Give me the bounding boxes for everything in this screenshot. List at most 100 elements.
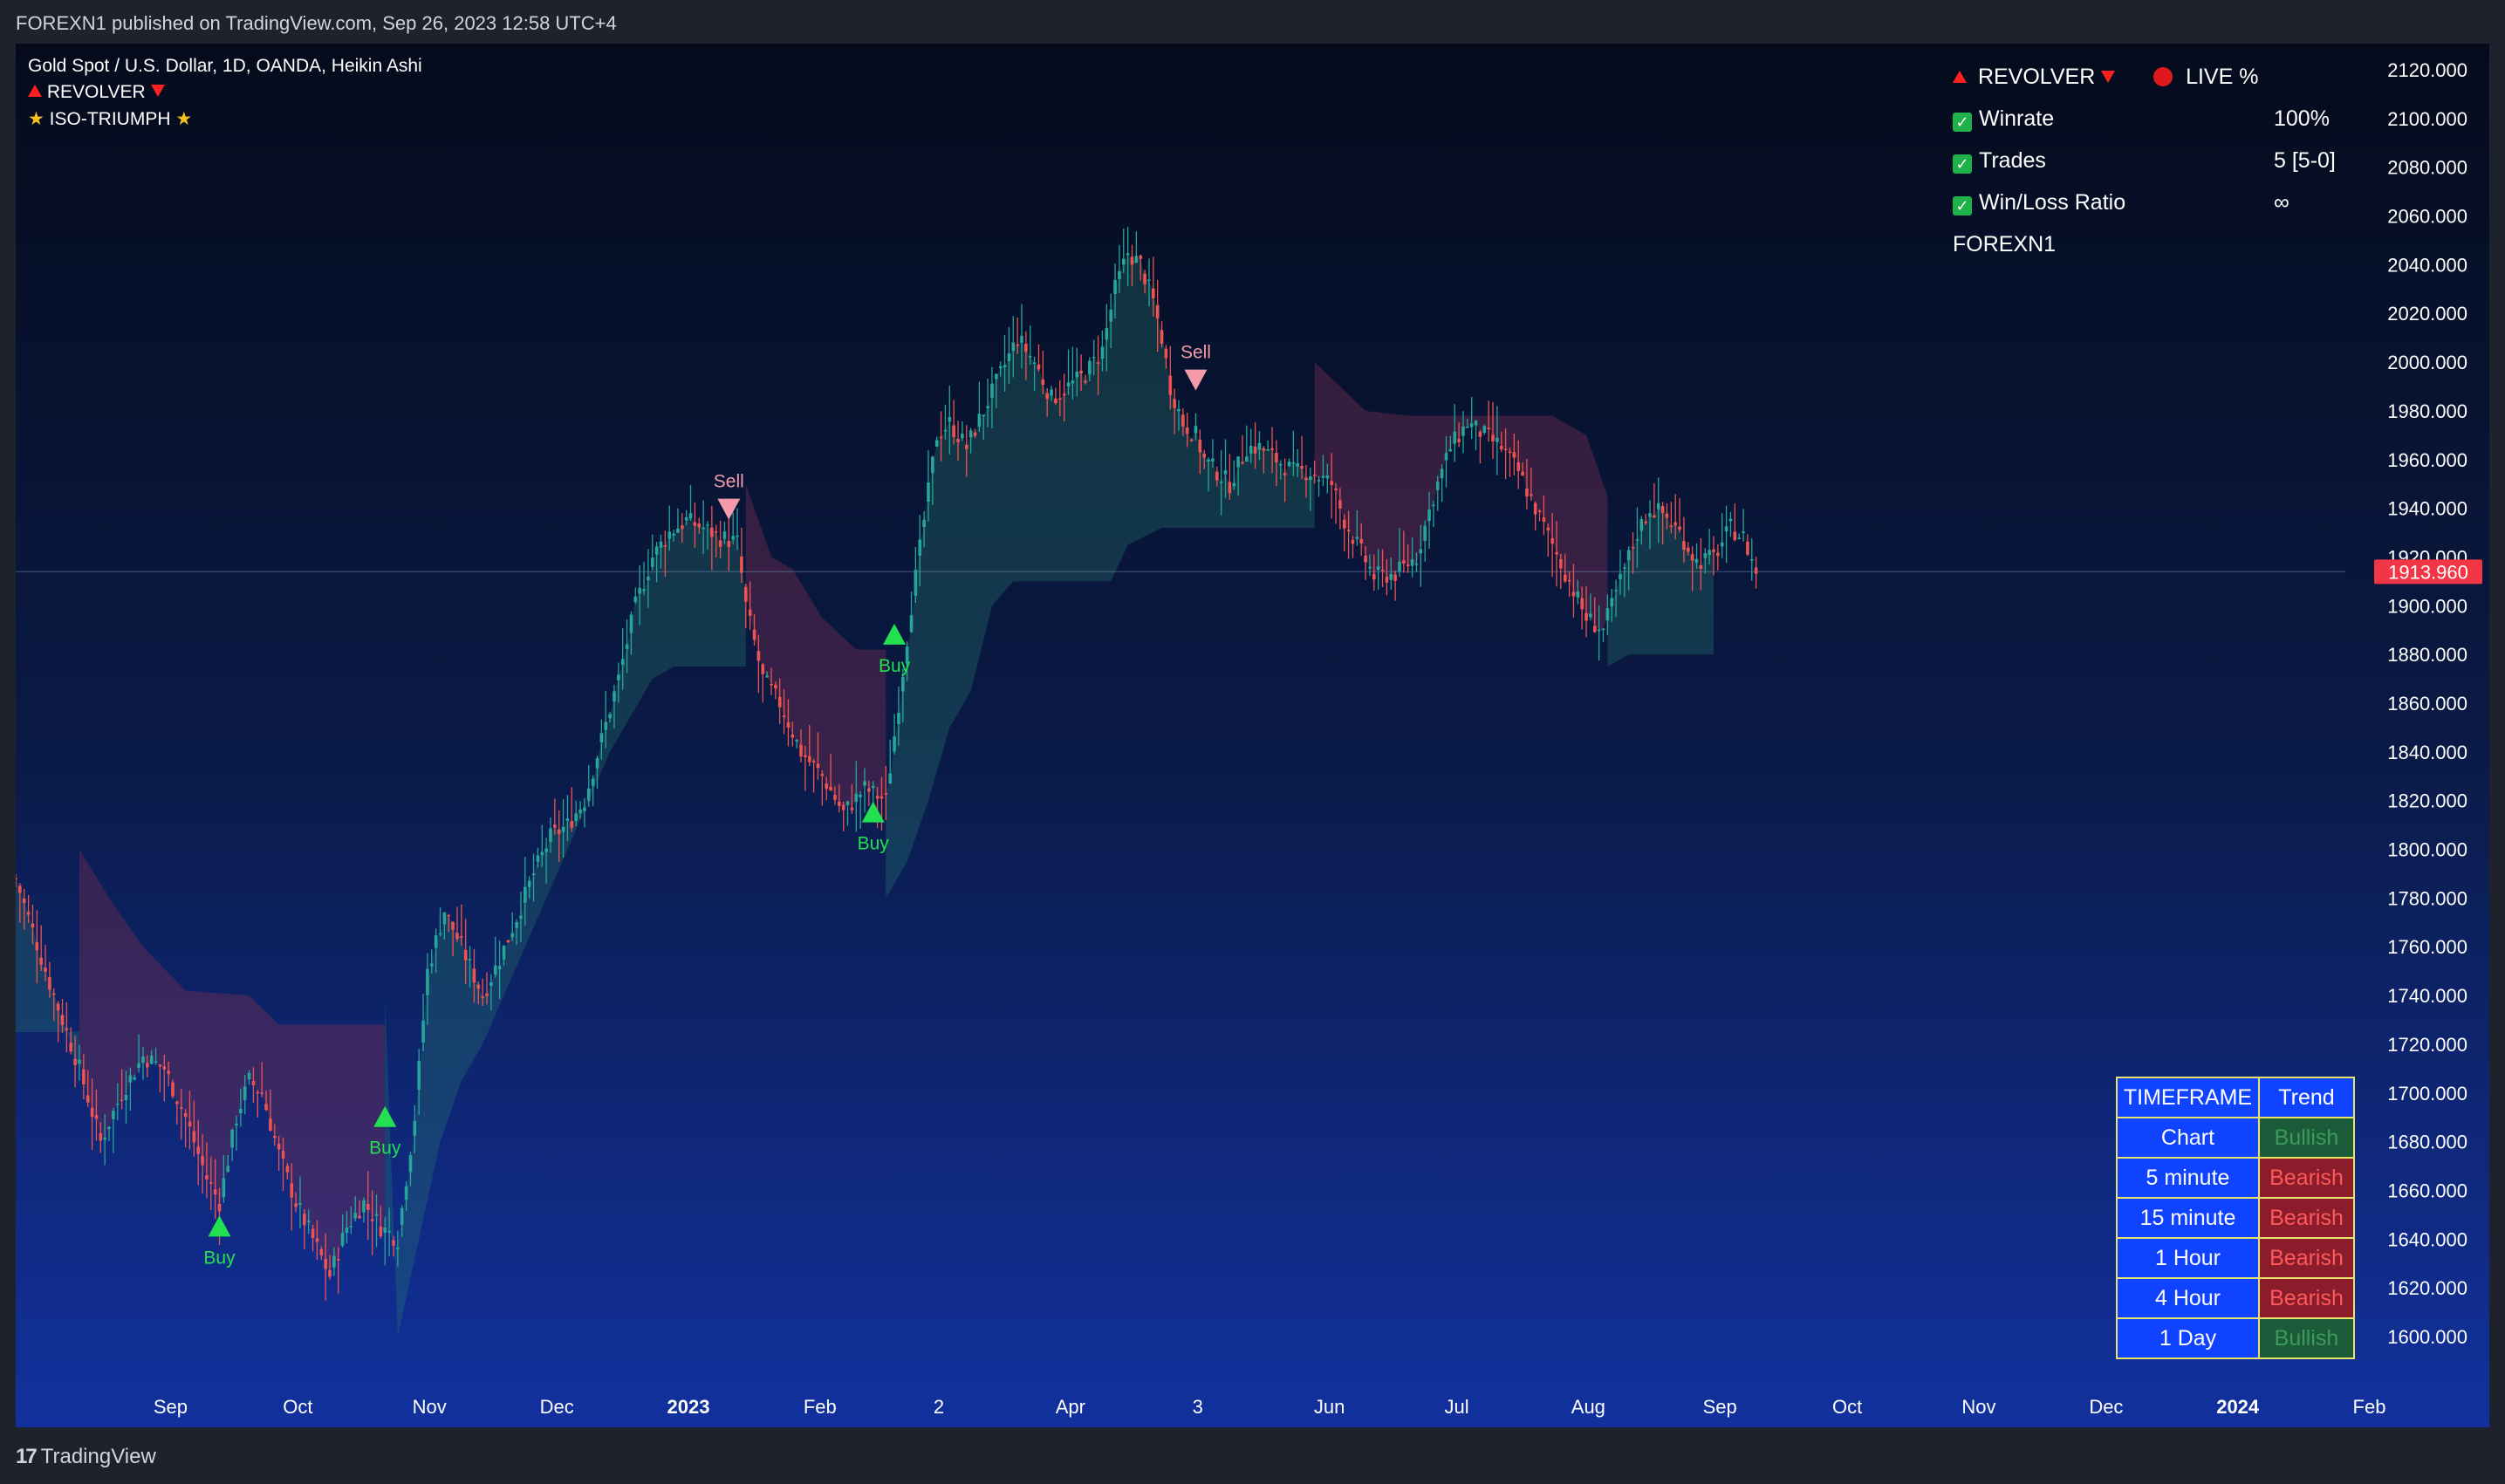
- candle: [392, 1235, 395, 1257]
- candle: [1542, 496, 1546, 536]
- candle: [995, 373, 998, 408]
- candle-body: [722, 531, 727, 539]
- candle-body: [702, 527, 705, 530]
- candle: [69, 1027, 73, 1055]
- candle: [243, 1074, 247, 1115]
- candle: [442, 912, 447, 940]
- candle-body: [213, 1189, 217, 1195]
- candle-body: [1155, 304, 1160, 319]
- candle-body: [1334, 488, 1338, 490]
- candle-body: [1262, 448, 1266, 451]
- candle-body: [476, 984, 481, 989]
- candle-body: [1232, 482, 1236, 487]
- candle-body: [226, 1166, 230, 1173]
- candle: [1211, 439, 1215, 468]
- price-tick-label: 2020.000: [2387, 303, 2467, 325]
- candle-body: [1406, 564, 1410, 567]
- candle: [1245, 425, 1249, 462]
- candle-body: [22, 898, 26, 904]
- candle: [251, 1067, 256, 1103]
- candle-body: [838, 801, 841, 806]
- stats-header: REVOLVER LIVE %: [1953, 65, 2258, 90]
- candle-body: [1644, 521, 1647, 523]
- candle: [990, 366, 994, 428]
- candle: [1555, 521, 1558, 587]
- candle-body: [524, 886, 527, 903]
- candle: [706, 521, 709, 550]
- candle: [303, 1209, 306, 1250]
- stats-value-winrate: 100%: [2274, 106, 2330, 131]
- candle-body: [617, 674, 620, 680]
- candle-body: [1177, 408, 1181, 412]
- candle-body: [1024, 343, 1028, 352]
- candle-body: [1143, 273, 1146, 284]
- candle: [1626, 546, 1631, 591]
- candle: [1601, 627, 1605, 643]
- candle-body: [1432, 504, 1435, 507]
- candle-body: [968, 430, 973, 438]
- indicator-legend-iso-triumph[interactable]: ★ ISO-TRIUMPH ★: [28, 108, 192, 130]
- candle-body: [1448, 448, 1453, 452]
- candle-body: [149, 1055, 154, 1064]
- candle-body: [451, 921, 455, 930]
- cloud-bearish: [1314, 362, 1608, 631]
- candle: [154, 1047, 158, 1065]
- candle: [235, 1115, 238, 1151]
- candle: [1592, 597, 1597, 633]
- candle-body: [1287, 462, 1291, 467]
- candle: [99, 1122, 103, 1153]
- candle: [1105, 304, 1109, 372]
- candle: [115, 1083, 120, 1121]
- candle-body: [69, 1043, 73, 1052]
- indicator-legend-revolver[interactable]: REVOLVER: [28, 82, 165, 103]
- trend-cell: Bullish: [2258, 1117, 2355, 1159]
- candle-body: [642, 589, 646, 592]
- candle-body: [540, 851, 544, 856]
- buy-label: Buy: [858, 834, 890, 854]
- candle: [743, 583, 748, 629]
- candle-body: [1355, 537, 1359, 539]
- candle-body: [549, 828, 552, 843]
- time-tick-label: Oct: [283, 1396, 312, 1418]
- candle: [697, 517, 702, 534]
- symbol-legend[interactable]: Gold Spot / U.S. Dollar, 1D, OANDA, Heik…: [28, 56, 422, 76]
- candle: [349, 1206, 353, 1234]
- candle-body: [1202, 454, 1206, 458]
- candle-body: [1754, 567, 1758, 574]
- candle: [18, 883, 22, 923]
- candle-body: [438, 933, 442, 935]
- candle-body: [956, 439, 960, 442]
- candle-body: [379, 1226, 383, 1237]
- candle-body: [1189, 439, 1194, 441]
- candle-body: [663, 544, 667, 547]
- candle-body: [1342, 519, 1346, 529]
- chart-area[interactable]: Buy Buy Sell Buy Buy Sell 1600.000 1620.000 1640…: [16, 44, 2489, 1427]
- time-tick-label: 2: [934, 1396, 944, 1418]
- candle-body: [786, 721, 791, 728]
- timeframe-cell: 5 minute: [2116, 1157, 2260, 1199]
- price-tick-label: 2060.000: [2387, 206, 2467, 228]
- candle-body: [358, 1215, 361, 1219]
- candle-body: [900, 676, 905, 692]
- time-axis: Sep Oct Nov Dec 2023 Feb 2 Apr 3 Jun Jul Aug Sep Oct N…: [154, 1396, 2386, 1418]
- candle: [752, 614, 756, 646]
- candle-body: [884, 793, 888, 795]
- candle-body: [1092, 357, 1096, 359]
- candle-body: [684, 517, 688, 521]
- candle-body: [1121, 258, 1126, 265]
- candle: [1079, 354, 1083, 392]
- stats-label: Trades: [1979, 148, 2046, 173]
- candle: [1232, 460, 1236, 490]
- candle-body: [1160, 330, 1164, 345]
- candle-body: [1440, 468, 1444, 479]
- candle: [1448, 435, 1453, 453]
- candle-body: [527, 880, 531, 888]
- tradingview-logo[interactable]: 17 TradingView: [16, 1445, 156, 1469]
- candle-body: [845, 801, 850, 805]
- candle: [345, 1211, 349, 1244]
- buy-triangle-icon: [208, 1215, 231, 1237]
- candle-body: [1669, 525, 1673, 527]
- candle-body: [35, 942, 39, 951]
- candle-body: [659, 541, 663, 548]
- price-chart[interactable]: Buy Buy Sell Buy Buy Sell 1600.000 1620.000 1640…: [16, 44, 2489, 1427]
